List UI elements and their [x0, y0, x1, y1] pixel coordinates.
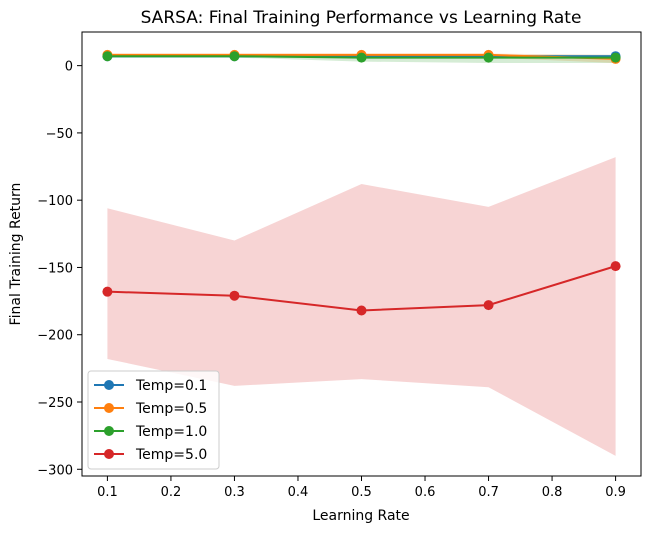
data-point: [102, 51, 113, 62]
x-tick-label: 0.8: [542, 485, 563, 500]
series-points: [102, 49, 621, 316]
data-point: [356, 52, 367, 63]
data-point: [229, 290, 240, 301]
x-tick-label: 0.6: [415, 485, 436, 500]
x-tick-label: 0.4: [288, 485, 309, 500]
legend-box: [87, 370, 220, 470]
legend-marker-0: [104, 380, 114, 390]
y-axis-ticks: 0 −50 −100 −150 −200 −250 −300: [37, 60, 82, 478]
x-tick-label: 0.7: [478, 485, 499, 500]
y-tick-label: −200: [37, 329, 73, 344]
data-point: [483, 300, 494, 311]
data-point: [610, 52, 621, 63]
legend-label-3: Temp=5.0: [135, 447, 207, 463]
chart-title: SARSA: Final Training Performance vs Lea…: [141, 8, 582, 28]
legend: Temp=0.1 Temp=0.5 Temp=1.0 Temp=5.0: [87, 370, 220, 470]
y-tick-label: 0: [65, 60, 73, 75]
legend-label-2: Temp=1.0: [135, 424, 207, 440]
data-point: [356, 305, 367, 316]
data-point: [483, 52, 494, 63]
legend-label-0: Temp=0.1: [135, 378, 207, 394]
x-tick-label: 0.3: [224, 485, 245, 500]
legend-label-1: Temp=0.5: [135, 401, 207, 417]
y-tick-label: −300: [37, 463, 73, 478]
legend-marker-1: [104, 403, 114, 413]
data-point: [229, 51, 240, 62]
y-tick-label: −250: [37, 396, 73, 411]
data-point: [102, 286, 113, 297]
x-tick-label: 0.5: [351, 485, 372, 500]
x-axis-ticks: 0.1 0.2 0.3 0.4 0.5 0.6 0.7 0.8 0.9: [97, 476, 626, 500]
y-tick-label: −100: [37, 194, 73, 209]
data-point: [610, 261, 621, 272]
legend-marker-3: [104, 449, 114, 459]
y-tick-label: −150: [37, 261, 73, 276]
x-tick-label: 0.2: [161, 485, 182, 500]
legend-marker-2: [104, 426, 114, 436]
x-tick-label: 0.9: [605, 485, 626, 500]
x-axis-label: Learning Rate: [312, 508, 409, 524]
x-tick-label: 0.1: [97, 485, 118, 500]
y-axis-label: Final Training Return: [8, 183, 24, 326]
y-tick-label: −50: [46, 127, 73, 142]
